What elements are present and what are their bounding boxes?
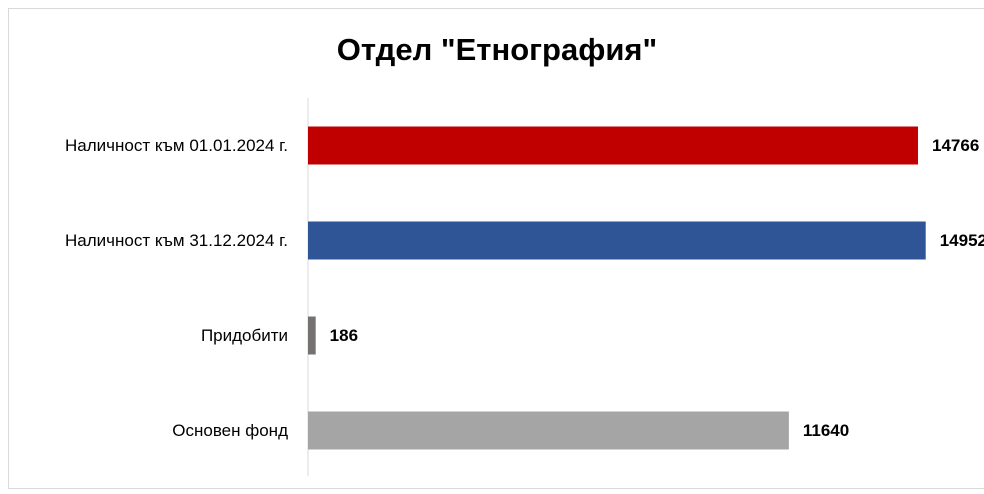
y-tick-label: Наличност към 31.12.2024 г. [65,231,288,250]
y-tick-label: Наличност към 01.01.2024 г. [65,136,288,155]
bar [308,316,316,355]
y-tick-label: Придобити [201,326,288,345]
bar [308,221,926,260]
data-label: 186 [330,326,358,345]
bar [308,126,919,165]
data-label: 11640 [803,421,849,440]
bar [308,411,789,450]
chart-title: Отдел "Етнография" [337,32,657,67]
data-label: 14766 [932,136,979,155]
y-tick-label: Основен фонд [172,421,288,440]
data-label: 14952 [940,231,984,250]
